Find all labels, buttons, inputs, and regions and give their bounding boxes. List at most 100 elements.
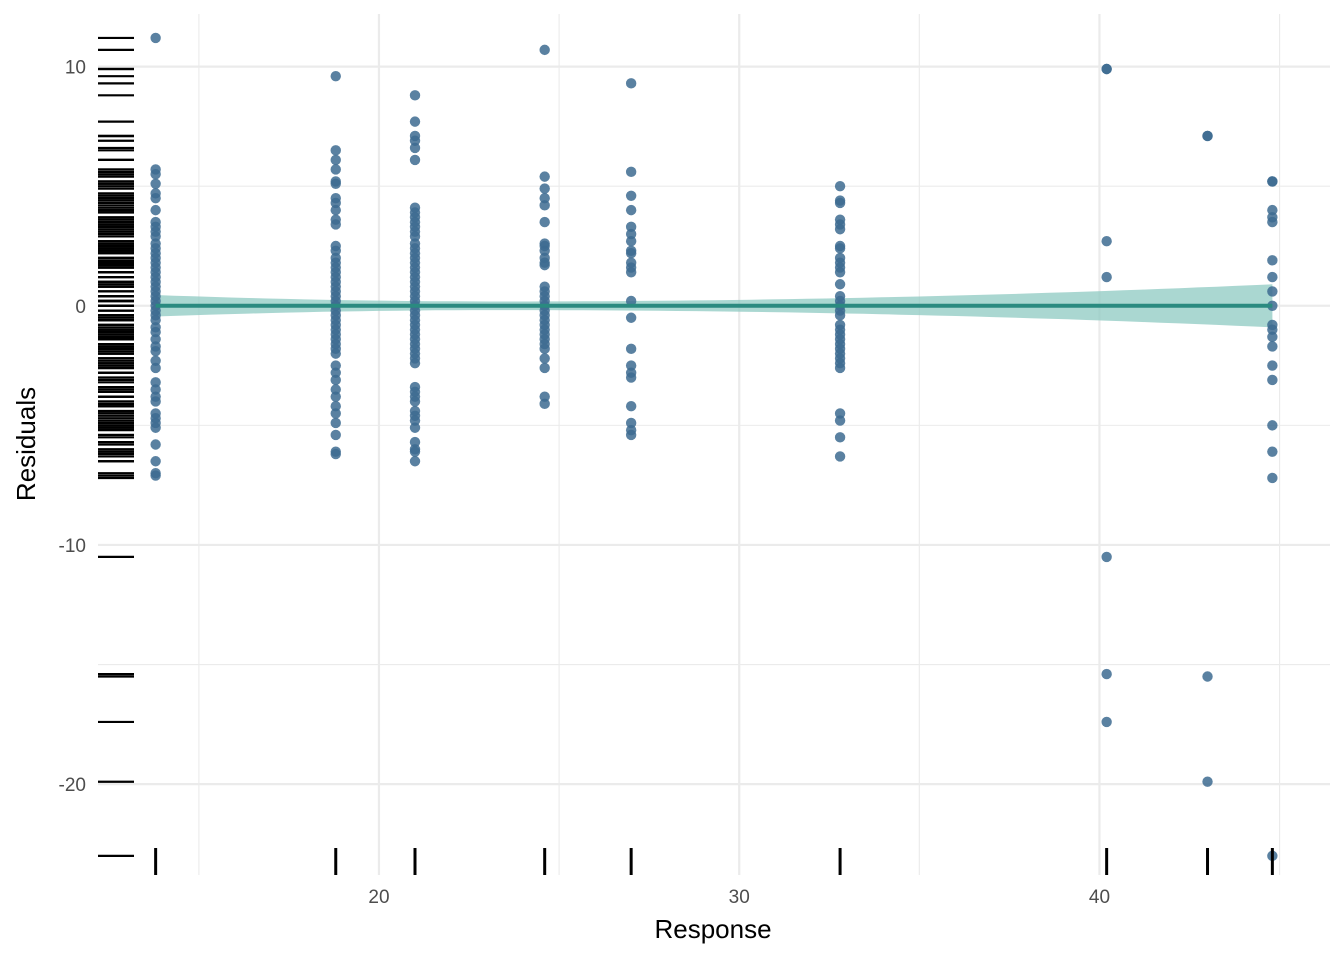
data-point — [539, 391, 550, 402]
data-point — [330, 360, 341, 371]
data-point — [834, 197, 846, 209]
data-point — [409, 154, 421, 166]
data-point — [150, 355, 161, 366]
data-point — [834, 451, 846, 462]
data-point — [834, 224, 846, 235]
data-point — [409, 357, 421, 369]
data-point — [330, 348, 341, 359]
data-point — [834, 310, 846, 321]
data-point — [625, 190, 637, 201]
data-point — [1101, 668, 1112, 680]
data-point — [1267, 374, 1278, 386]
data-point — [539, 362, 550, 374]
x-tick-labels: 20 30 40 — [368, 887, 1110, 908]
data-point — [330, 384, 341, 395]
data-point — [150, 334, 161, 345]
data-point — [625, 204, 637, 216]
data-point — [409, 415, 421, 426]
data-point — [1267, 176, 1278, 187]
data-point — [625, 228, 637, 240]
data-point — [539, 44, 550, 56]
data-point — [330, 70, 341, 82]
data-point — [625, 166, 637, 178]
data-point — [625, 236, 637, 247]
data-point — [330, 429, 341, 441]
data-point — [1267, 420, 1278, 431]
data-point — [150, 396, 161, 407]
data-point — [1267, 271, 1278, 283]
data-point — [834, 267, 846, 278]
data-point — [625, 360, 637, 371]
data-point — [330, 178, 341, 190]
data-point — [834, 432, 846, 443]
data-point — [1202, 671, 1213, 682]
data-point — [409, 116, 421, 127]
x-axis-title: Response — [654, 914, 771, 944]
data-point — [330, 391, 341, 402]
data-point — [330, 145, 341, 156]
data-points — [150, 32, 1278, 862]
data-point — [625, 247, 637, 259]
data-point — [330, 374, 341, 386]
data-point — [150, 204, 161, 216]
data-point — [1101, 551, 1112, 563]
data-point — [409, 231, 421, 242]
data-point — [330, 219, 341, 230]
data-point — [150, 470, 161, 481]
y-tick-labels: -20 -10 0 10 — [59, 58, 86, 796]
data-point — [1101, 236, 1112, 247]
data-point — [1267, 446, 1278, 457]
x-tick-label: 30 — [729, 887, 750, 908]
y-tick-label: -20 — [59, 775, 86, 796]
data-point — [539, 183, 550, 194]
y-tick-label: -10 — [59, 536, 86, 557]
data-point — [409, 396, 421, 407]
data-point — [625, 417, 637, 429]
data-point — [150, 169, 161, 180]
data-point — [625, 221, 637, 233]
data-point — [1267, 255, 1278, 266]
data-point — [834, 279, 846, 290]
data-point — [1267, 216, 1278, 228]
data-point — [1267, 204, 1278, 216]
data-point — [330, 245, 341, 256]
data-point — [539, 171, 550, 182]
data-point — [625, 429, 637, 441]
data-point — [625, 78, 637, 89]
data-point — [409, 456, 421, 467]
data-point — [539, 200, 550, 211]
y-rug — [98, 36, 134, 857]
data-point — [834, 181, 846, 192]
data-point — [625, 372, 637, 383]
data-point — [1267, 324, 1278, 335]
data-point — [409, 436, 421, 448]
data-point — [330, 417, 341, 429]
data-point — [150, 456, 161, 467]
data-point — [539, 192, 550, 204]
data-point — [150, 422, 161, 433]
data-point — [539, 353, 550, 364]
x-tick-label: 20 — [368, 887, 389, 908]
data-point — [150, 326, 161, 338]
data-point — [150, 32, 161, 44]
data-point — [409, 142, 421, 154]
data-point — [1101, 271, 1112, 283]
data-point — [834, 415, 846, 426]
data-point — [150, 384, 161, 395]
data-point — [1267, 286, 1278, 297]
data-point — [834, 243, 846, 254]
data-point — [834, 408, 846, 419]
data-point — [330, 164, 341, 175]
data-point — [1101, 63, 1112, 75]
data-point — [409, 422, 421, 433]
data-point — [539, 398, 550, 410]
data-point — [150, 439, 161, 450]
y-tick-label: 0 — [75, 297, 86, 318]
y-axis-title: Residuals — [11, 387, 41, 501]
data-point — [625, 312, 637, 323]
data-point — [1101, 716, 1112, 728]
y-tick-label: 10 — [65, 58, 86, 79]
data-point — [1267, 472, 1278, 484]
data-point — [625, 401, 637, 412]
